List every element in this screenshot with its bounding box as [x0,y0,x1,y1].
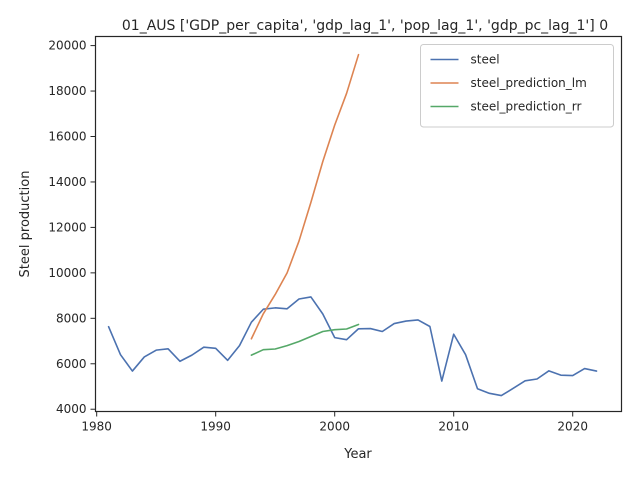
x-axis-ticks: 1980 1990 2000 2010 2020 [81,411,588,434]
chart-title: 01_AUS ['GDP_per_capita', 'gdp_lag_1', '… [122,18,608,34]
y-tick-label: 20000 [48,39,86,53]
y-tick-label: 4000 [56,402,87,416]
y-axis-ticks: 4000 6000 8000 10000 12000 14000 16000 18000 200… [48,39,96,416]
x-axis-label: Year [343,447,372,462]
x-tick-label: 1990 [200,420,231,434]
y-tick-label: 10000 [48,266,86,280]
y-tick-label: 12000 [48,220,86,234]
y-tick-label: 14000 [48,175,86,189]
legend-label: steel [471,53,500,67]
legend-label: steel_prediction_lm [471,76,587,90]
x-tick-label: 2000 [319,420,350,434]
x-tick-label: 1980 [81,420,112,434]
legend-box [420,44,614,128]
legend: steel steel_prediction_lm steel_prediction… [420,44,614,128]
y-tick-label: 6000 [56,357,87,371]
plot-frame [94,35,623,413]
y-tick-label: 18000 [48,84,86,98]
y-axis-label: Steel production [18,171,33,278]
x-tick-label: 2010 [438,420,469,434]
series-line-steel-prediction-rr [250,323,360,356]
series-line-steel [107,296,598,397]
series-line-steel-prediction-lm [250,53,360,340]
legend-label: steel_prediction_rr [471,100,582,114]
series-layer [107,53,598,397]
y-tick-label: 8000 [56,311,87,325]
x-tick-label: 2020 [557,420,588,434]
y-tick-label: 16000 [48,130,86,144]
